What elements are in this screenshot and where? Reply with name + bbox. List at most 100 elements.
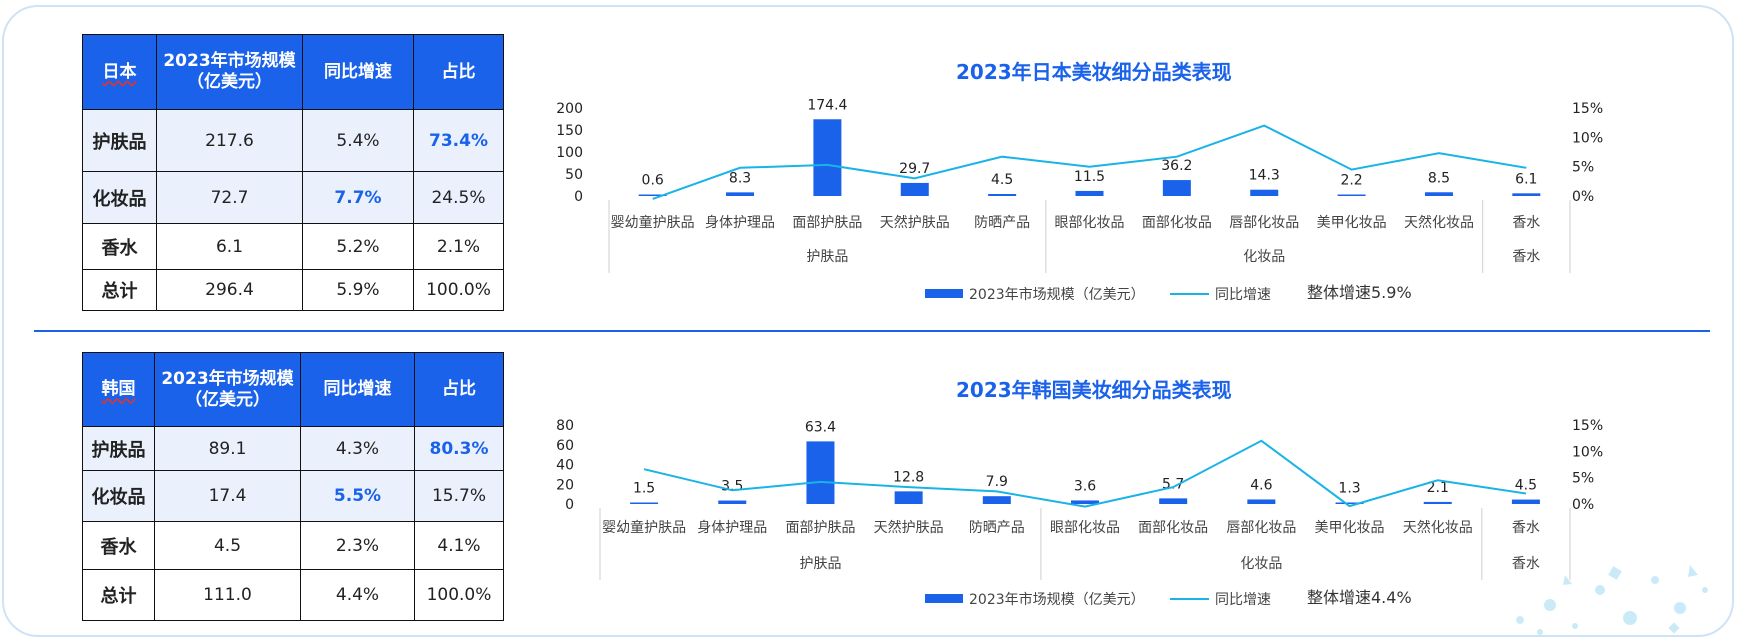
- group-label: 护肤品: [799, 556, 841, 572]
- y-tick-label: 50: [565, 167, 583, 183]
- bar-value-label: 4.5: [1515, 478, 1537, 494]
- y-tick-label: 0: [565, 497, 574, 513]
- cell-growth: 5.4%: [302, 109, 414, 172]
- bar: [638, 194, 667, 196]
- bar: [806, 441, 835, 504]
- legend-line-label: 同比增速: [1215, 592, 1271, 608]
- category-label: 面部化妆品: [1142, 215, 1212, 231]
- y-tick-label: 40: [556, 458, 574, 474]
- category-label: 美甲化妆品: [1315, 520, 1385, 536]
- y-tick-label: 60: [556, 438, 574, 454]
- cell-share: 100.0%: [413, 269, 504, 311]
- bar: [1075, 190, 1104, 196]
- y2-tick-label: 15%: [1572, 101, 1603, 117]
- bar: [894, 491, 923, 504]
- y2-tick-label: 15%: [1572, 418, 1603, 434]
- category-label: 身体护理品: [705, 215, 775, 231]
- category-label: 眼部化妆品: [1050, 520, 1120, 536]
- bar: [726, 192, 755, 196]
- cell-share: 15.7%: [414, 470, 504, 522]
- bar-value-label: 11.5: [1074, 169, 1105, 185]
- cell-growth: 2.3%: [300, 521, 415, 570]
- table-row: 护肤品 89.1 4.3% 80.3%: [82, 426, 504, 471]
- category-label: 身体护理品: [697, 520, 767, 536]
- korea-header-country: 韩国: [82, 352, 155, 427]
- japan-header-growth: 同比增速: [302, 34, 414, 110]
- y2-tick-label: 10%: [1572, 444, 1603, 460]
- bar: [982, 496, 1011, 504]
- cell-size: 217.6: [156, 109, 303, 172]
- table-row: 香水 4.5 2.3% 4.1%: [82, 521, 504, 570]
- bar-value-label: 4.5: [991, 172, 1013, 188]
- bar-value-label: 2.1: [1427, 480, 1449, 496]
- bar-value-label: 3.5: [721, 479, 743, 495]
- bar: [1247, 499, 1276, 504]
- group-label: 化妆品: [1243, 249, 1285, 265]
- bar: [1512, 193, 1541, 196]
- cell-growth: 4.3%: [300, 426, 415, 471]
- decorative-splash-graphic: [1516, 565, 1708, 635]
- korea-header-growth: 同比增速: [300, 352, 415, 427]
- category-label: 天然化妆品: [1403, 519, 1473, 536]
- y-tick-label: 100: [556, 145, 583, 161]
- japan-header-share: 占比: [413, 34, 504, 110]
- group-label: 香水: [1512, 249, 1540, 265]
- group-label: 香水: [1512, 556, 1540, 572]
- cell-share: 2.1%: [413, 223, 504, 270]
- bar: [900, 182, 929, 196]
- cell-share: 4.1%: [414, 521, 504, 570]
- growth-line: [652, 124, 1527, 200]
- bar-value-label: 8.3: [729, 170, 751, 186]
- y-tick-label: 200: [556, 101, 583, 117]
- y2-tick-label: 0%: [1572, 189, 1594, 205]
- japan-chart-title: 2023年日本美妆细分品类表现: [956, 60, 1232, 84]
- bar: [1423, 501, 1452, 504]
- bar: [718, 500, 747, 504]
- bar-value-label: 3.6: [1074, 478, 1096, 494]
- overall-growth-note: 整体增速5.9%: [1307, 283, 1412, 302]
- table-row: 化妆品 72.7 7.7% 24.5%: [82, 171, 504, 224]
- bar: [813, 119, 842, 196]
- row-label: 化妆品: [82, 171, 157, 224]
- row-label: 护肤品: [82, 426, 155, 471]
- section-divider: [34, 330, 1710, 332]
- category-label: 唇部化妆品: [1229, 215, 1299, 231]
- cell-size: 4.5: [154, 521, 301, 570]
- category-label: 防晒产品: [969, 520, 1025, 536]
- bar-value-label: 0.6: [642, 173, 664, 189]
- category-label: 唇部化妆品: [1226, 520, 1296, 536]
- category-label: 眼部化妆品: [1055, 215, 1125, 231]
- korea-header-size: 2023年市场规模 （亿美元）: [154, 352, 301, 427]
- bar-value-label: 14.3: [1249, 168, 1280, 184]
- y-tick-label: 150: [556, 123, 583, 139]
- bar: [1071, 500, 1099, 504]
- table-row: 总计 296.4 5.9% 100.0%: [82, 269, 504, 311]
- bar-value-label: 174.4: [807, 97, 847, 113]
- category-label: 香水: [1512, 215, 1540, 231]
- bar: [1162, 180, 1191, 196]
- y-tick-label: 80: [556, 418, 574, 434]
- cell-share: 24.5%: [413, 171, 504, 224]
- bar-value-label: 29.7: [899, 161, 930, 177]
- category-label: 面部化妆品: [1138, 520, 1208, 536]
- bar-value-label: 63.4: [805, 419, 836, 435]
- growth-line: [643, 439, 1527, 508]
- bar-value-label: 5.7: [1162, 476, 1184, 492]
- row-label: 护肤品: [82, 109, 157, 172]
- legend-line-label: 同比增速: [1215, 287, 1271, 303]
- bar-value-label: 12.8: [893, 469, 924, 485]
- korea-header-share: 占比: [414, 352, 504, 427]
- cell-share: 80.3%: [414, 426, 504, 471]
- bar: [630, 502, 659, 504]
- category-label: 防晒产品: [974, 215, 1030, 231]
- bar-value-label: 4.6: [1250, 477, 1272, 493]
- row-label: 总计: [82, 569, 155, 621]
- korea-market-table: 韩国 2023年市场规模 （亿美元） 同比增速 占比 护肤品 89.1 4.3%…: [82, 352, 504, 621]
- row-label: 总计: [82, 269, 157, 311]
- bar: [1335, 502, 1364, 504]
- category-label: 婴幼童护肤品: [602, 519, 686, 536]
- bar-value-label: 8.5: [1428, 170, 1450, 186]
- bar-value-label: 1.3: [1338, 481, 1360, 497]
